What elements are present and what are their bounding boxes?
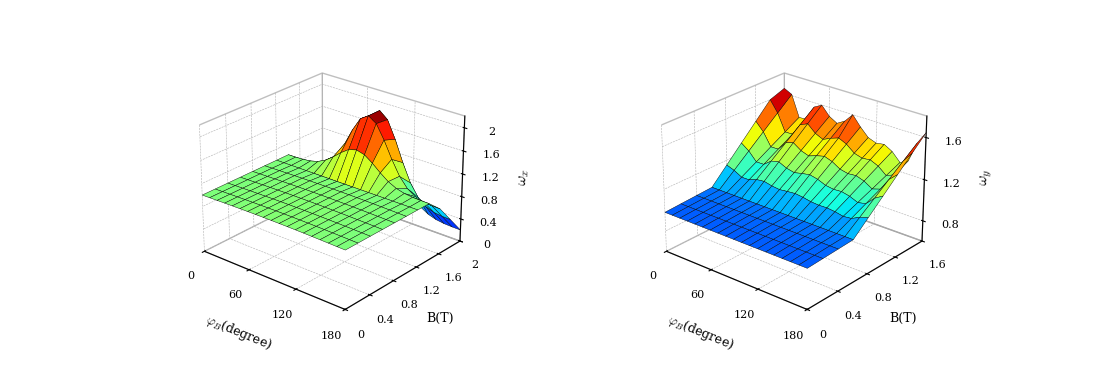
Y-axis label: B(T): B(T) <box>426 311 455 325</box>
X-axis label: $\varphi_B$(degree): $\varphi_B$(degree) <box>665 311 737 354</box>
X-axis label: $\varphi_B$(degree): $\varphi_B$(degree) <box>202 311 274 354</box>
Y-axis label: B(T): B(T) <box>889 311 916 325</box>
